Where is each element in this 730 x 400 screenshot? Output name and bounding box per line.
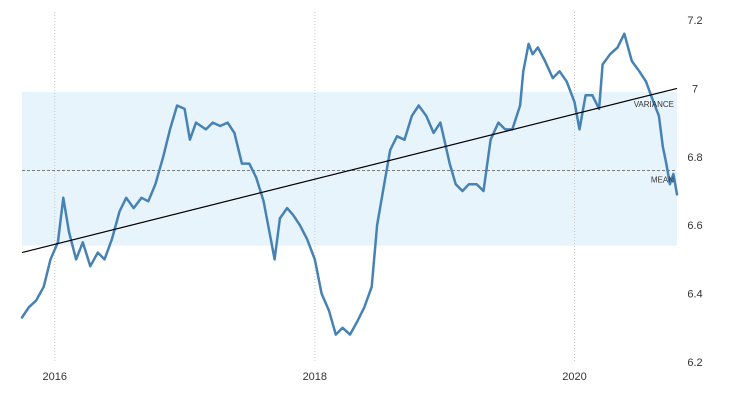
axis-layer: 7.2 7 6.8 6.6 6.4 6.2 2016 2018 2020: [42, 15, 702, 383]
mean-label: MEAN: [651, 175, 674, 184]
y-tick-label: 6.8: [687, 152, 702, 164]
series-layer: [20, 32, 679, 336]
y-tick-label: 6.4: [687, 289, 702, 301]
trend-line: [21, 87, 678, 254]
trend-layer: [21, 87, 678, 254]
variance-band: [22, 91, 677, 246]
y-tick-label: 7: [692, 83, 698, 95]
x-tick-label: 2020: [562, 371, 586, 383]
x-tick-label: 2016: [42, 371, 66, 383]
variance-band-layer: [22, 91, 677, 246]
series-line: [20, 32, 679, 336]
y-tick-label: 7.2: [687, 15, 702, 27]
variance-label: VARIANCE: [634, 100, 674, 109]
y-tick-label: 6.2: [687, 357, 702, 369]
y-tick-label: 6.6: [687, 220, 702, 232]
x-tick-label: 2018: [303, 371, 327, 383]
annotation-layer: VARIANCE MEAN: [634, 100, 675, 185]
grid-layer: [54, 12, 576, 362]
